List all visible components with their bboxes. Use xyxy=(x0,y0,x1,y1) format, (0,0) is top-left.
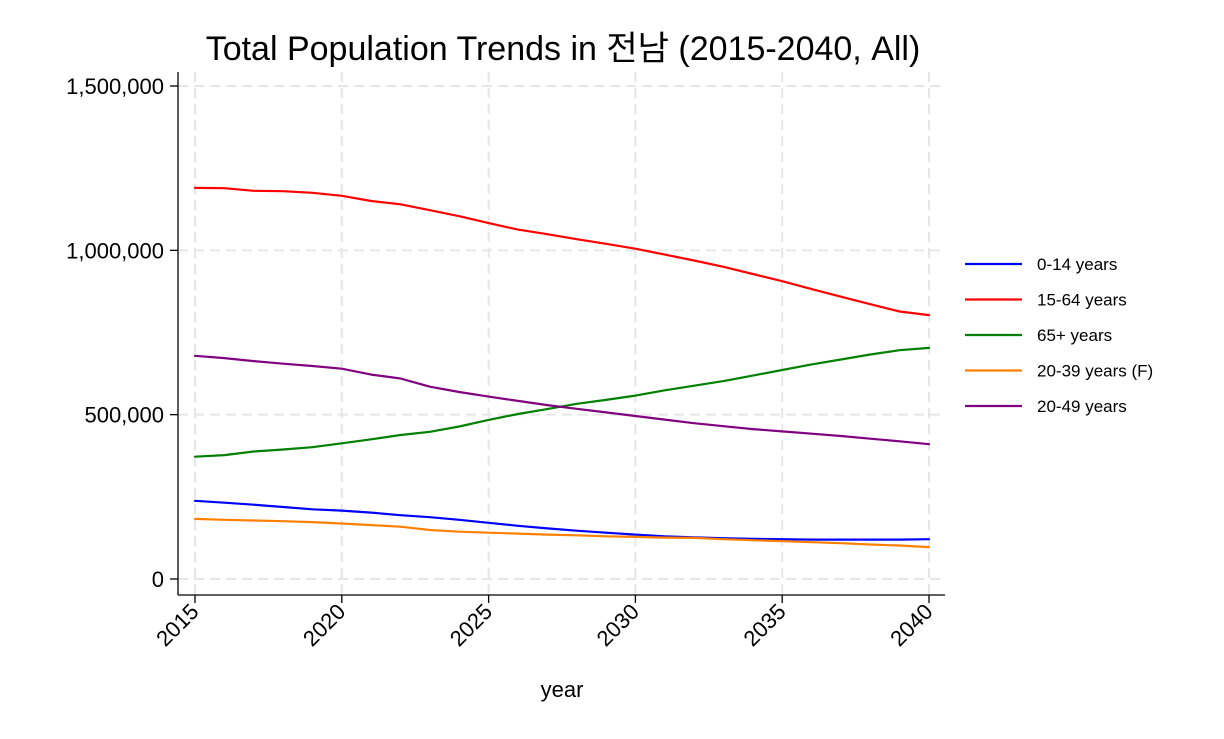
series-lines xyxy=(193,186,931,549)
legend-label-15-64-years: 15-64 years xyxy=(1037,291,1127,310)
y-tick-label: 0 xyxy=(152,567,164,592)
y-tick-label: 1,500,000 xyxy=(66,74,164,99)
axes: 0 500,000 1,000,000 1,500,000 2015 2020 2025 20… xyxy=(66,72,945,651)
chart-title: Total Population Trends in 전남 (2015-2040… xyxy=(206,30,921,68)
y-tick-label: 1,000,000 xyxy=(66,238,164,263)
legend-label-0-14-years: 0-14 years xyxy=(1037,255,1117,274)
x-tick-label: 2025 xyxy=(445,599,497,651)
x-tick-label: 2040 xyxy=(885,599,937,651)
legend: 0-14 years 15-64 years 65+ years 20-39 year… xyxy=(965,255,1153,416)
series-line-20-49-years xyxy=(193,354,931,446)
series-line-15-64-years xyxy=(193,186,931,317)
legend-label-20-49-years: 20-49 years xyxy=(1037,397,1127,416)
series-line-65-years xyxy=(193,346,931,458)
x-tick-label: 2035 xyxy=(738,599,790,651)
y-tick-label: 500,000 xyxy=(84,403,164,428)
x-tick-label: 2030 xyxy=(592,599,644,651)
grid xyxy=(178,72,945,595)
series-line-0-14-years xyxy=(193,499,931,541)
legend-label-65-years: 65+ years xyxy=(1037,326,1112,345)
x-tick-label: 2020 xyxy=(298,599,350,651)
x-tick-label: 2015 xyxy=(151,599,203,651)
legend-label-20-39-years-f: 20-39 years (F) xyxy=(1037,362,1153,381)
series-line-20-39-years-f xyxy=(193,517,931,549)
x-axis-label: year xyxy=(541,677,584,702)
